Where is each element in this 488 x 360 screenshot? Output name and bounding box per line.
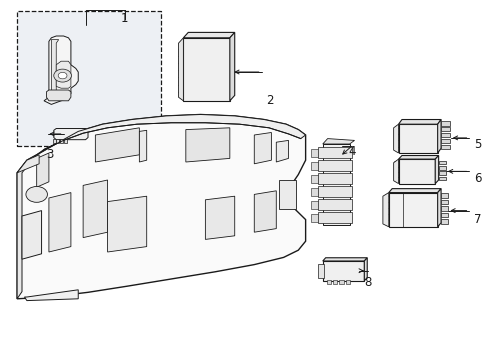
- Bar: [440, 133, 449, 137]
- Bar: [310, 149, 318, 157]
- Bar: [440, 200, 447, 204]
- Polygon shape: [17, 114, 305, 299]
- Polygon shape: [393, 124, 398, 153]
- Bar: [310, 188, 318, 196]
- Polygon shape: [205, 196, 234, 239]
- Bar: [310, 201, 318, 209]
- Polygon shape: [139, 130, 146, 162]
- Polygon shape: [317, 160, 351, 171]
- Polygon shape: [398, 124, 437, 153]
- Text: 6: 6: [473, 172, 481, 185]
- Bar: [345, 280, 349, 284]
- Polygon shape: [398, 156, 438, 159]
- Text: 3: 3: [46, 148, 54, 161]
- Polygon shape: [317, 186, 351, 197]
- Polygon shape: [95, 128, 139, 162]
- Polygon shape: [178, 38, 183, 101]
- Polygon shape: [107, 196, 146, 252]
- Bar: [317, 264, 323, 278]
- Polygon shape: [322, 258, 366, 261]
- Polygon shape: [317, 212, 351, 223]
- Polygon shape: [37, 114, 305, 155]
- Polygon shape: [322, 261, 364, 281]
- Bar: [438, 177, 445, 180]
- Text: 7: 7: [473, 213, 481, 226]
- Bar: [438, 166, 445, 170]
- Polygon shape: [254, 191, 276, 232]
- Polygon shape: [437, 120, 440, 153]
- Polygon shape: [322, 144, 349, 225]
- Bar: [438, 161, 445, 164]
- Bar: [438, 171, 445, 175]
- Polygon shape: [398, 120, 440, 124]
- Polygon shape: [51, 40, 59, 99]
- Bar: [440, 121, 449, 126]
- Polygon shape: [317, 199, 351, 210]
- Bar: [326, 280, 330, 284]
- Polygon shape: [434, 156, 438, 184]
- Polygon shape: [17, 155, 37, 299]
- Polygon shape: [183, 32, 234, 38]
- Polygon shape: [398, 159, 434, 184]
- Text: 5: 5: [473, 138, 481, 150]
- Polygon shape: [322, 139, 354, 144]
- Bar: [440, 219, 447, 224]
- Polygon shape: [254, 132, 271, 164]
- Bar: [440, 213, 447, 217]
- Bar: [440, 206, 447, 211]
- Bar: [339, 280, 343, 284]
- Text: 1: 1: [121, 12, 128, 25]
- Bar: [63, 139, 66, 143]
- Bar: [440, 145, 449, 149]
- Circle shape: [58, 72, 67, 79]
- Polygon shape: [437, 189, 440, 227]
- Text: 4: 4: [347, 145, 355, 158]
- Bar: [440, 139, 449, 143]
- Polygon shape: [317, 147, 351, 158]
- Polygon shape: [24, 290, 78, 301]
- Polygon shape: [185, 128, 229, 162]
- Polygon shape: [54, 129, 88, 140]
- Text: 2: 2: [266, 94, 273, 107]
- Polygon shape: [46, 90, 71, 101]
- Polygon shape: [388, 193, 437, 227]
- Polygon shape: [83, 180, 107, 238]
- Bar: [17, 11, 161, 146]
- Bar: [56, 139, 59, 143]
- Bar: [332, 280, 337, 284]
- Polygon shape: [49, 193, 71, 252]
- Polygon shape: [317, 173, 351, 184]
- Polygon shape: [37, 153, 49, 187]
- Polygon shape: [388, 189, 440, 193]
- Polygon shape: [382, 193, 388, 227]
- Polygon shape: [276, 140, 288, 162]
- Bar: [310, 214, 318, 222]
- Polygon shape: [44, 36, 78, 104]
- Polygon shape: [229, 32, 234, 101]
- Circle shape: [54, 69, 71, 82]
- Bar: [53, 139, 56, 143]
- Polygon shape: [393, 159, 398, 184]
- Text: 8: 8: [364, 276, 371, 289]
- Bar: [60, 139, 62, 143]
- Polygon shape: [183, 38, 229, 101]
- Polygon shape: [278, 180, 295, 209]
- Bar: [440, 127, 449, 131]
- Polygon shape: [17, 155, 39, 173]
- Polygon shape: [364, 258, 366, 281]
- Polygon shape: [56, 61, 71, 88]
- Polygon shape: [22, 211, 41, 259]
- Bar: [310, 175, 318, 183]
- Bar: [310, 162, 318, 170]
- Bar: [440, 193, 447, 198]
- Circle shape: [26, 186, 47, 202]
